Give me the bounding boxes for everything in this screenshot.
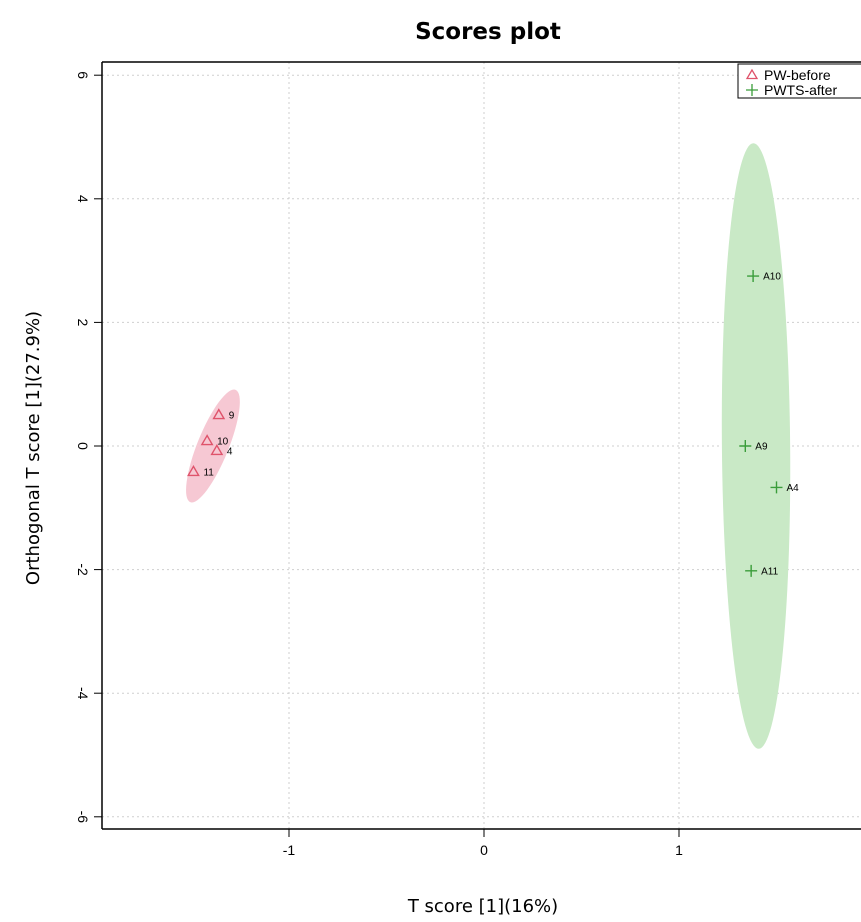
y-axis-label: Orthogonal T score [1](27.9%) bbox=[23, 311, 44, 585]
point-label: A10 bbox=[763, 272, 781, 283]
data-point bbox=[200, 434, 214, 446]
data-point bbox=[747, 270, 760, 283]
x-tick-label: -1 bbox=[283, 842, 296, 858]
data-point bbox=[212, 408, 226, 420]
point-label: 11 bbox=[203, 467, 214, 478]
y-tick-label: 4 bbox=[75, 195, 91, 203]
legend-box bbox=[737, 63, 861, 99]
y-axis: -6 -4 -2 0 2 4 6 bbox=[75, 71, 102, 823]
data-point bbox=[187, 465, 200, 477]
point-label: A9 bbox=[755, 442, 768, 453]
point-label: 4 bbox=[227, 446, 233, 457]
legend-marker bbox=[745, 68, 759, 80]
confidence-ellipse bbox=[186, 389, 240, 503]
y-tick-label: -6 bbox=[75, 811, 91, 824]
y-tick-label: -2 bbox=[75, 563, 91, 576]
y-tick-label: 2 bbox=[75, 319, 91, 327]
data-point bbox=[770, 481, 783, 494]
data-point bbox=[745, 564, 758, 577]
y-tick-label: 0 bbox=[75, 442, 91, 450]
point-label: A11 bbox=[761, 566, 778, 577]
x-tick-label: 0 bbox=[480, 842, 488, 858]
data-point bbox=[739, 440, 752, 452]
confidence-ellipse bbox=[721, 143, 791, 749]
y-tick-label: -4 bbox=[75, 687, 91, 700]
point-label: A4 bbox=[787, 483, 800, 494]
legend-label: PW-before bbox=[764, 67, 831, 83]
x-axis-label: T score [1](16%) bbox=[407, 896, 558, 917]
point-label: 10 bbox=[217, 437, 229, 448]
legend-marker bbox=[746, 84, 758, 96]
y-tick-label: 6 bbox=[75, 71, 91, 79]
x-axis: -1 0 1 bbox=[283, 829, 683, 858]
chart-title: Scores plot bbox=[415, 19, 561, 45]
legend-label: PWTS-after bbox=[764, 82, 837, 98]
plot-area: 9 104 11 A10 A9 A4 A11 bbox=[101, 61, 861, 830]
x-tick-label: 1 bbox=[675, 842, 683, 858]
point-label: 9 bbox=[229, 411, 235, 422]
data-point bbox=[210, 444, 224, 456]
